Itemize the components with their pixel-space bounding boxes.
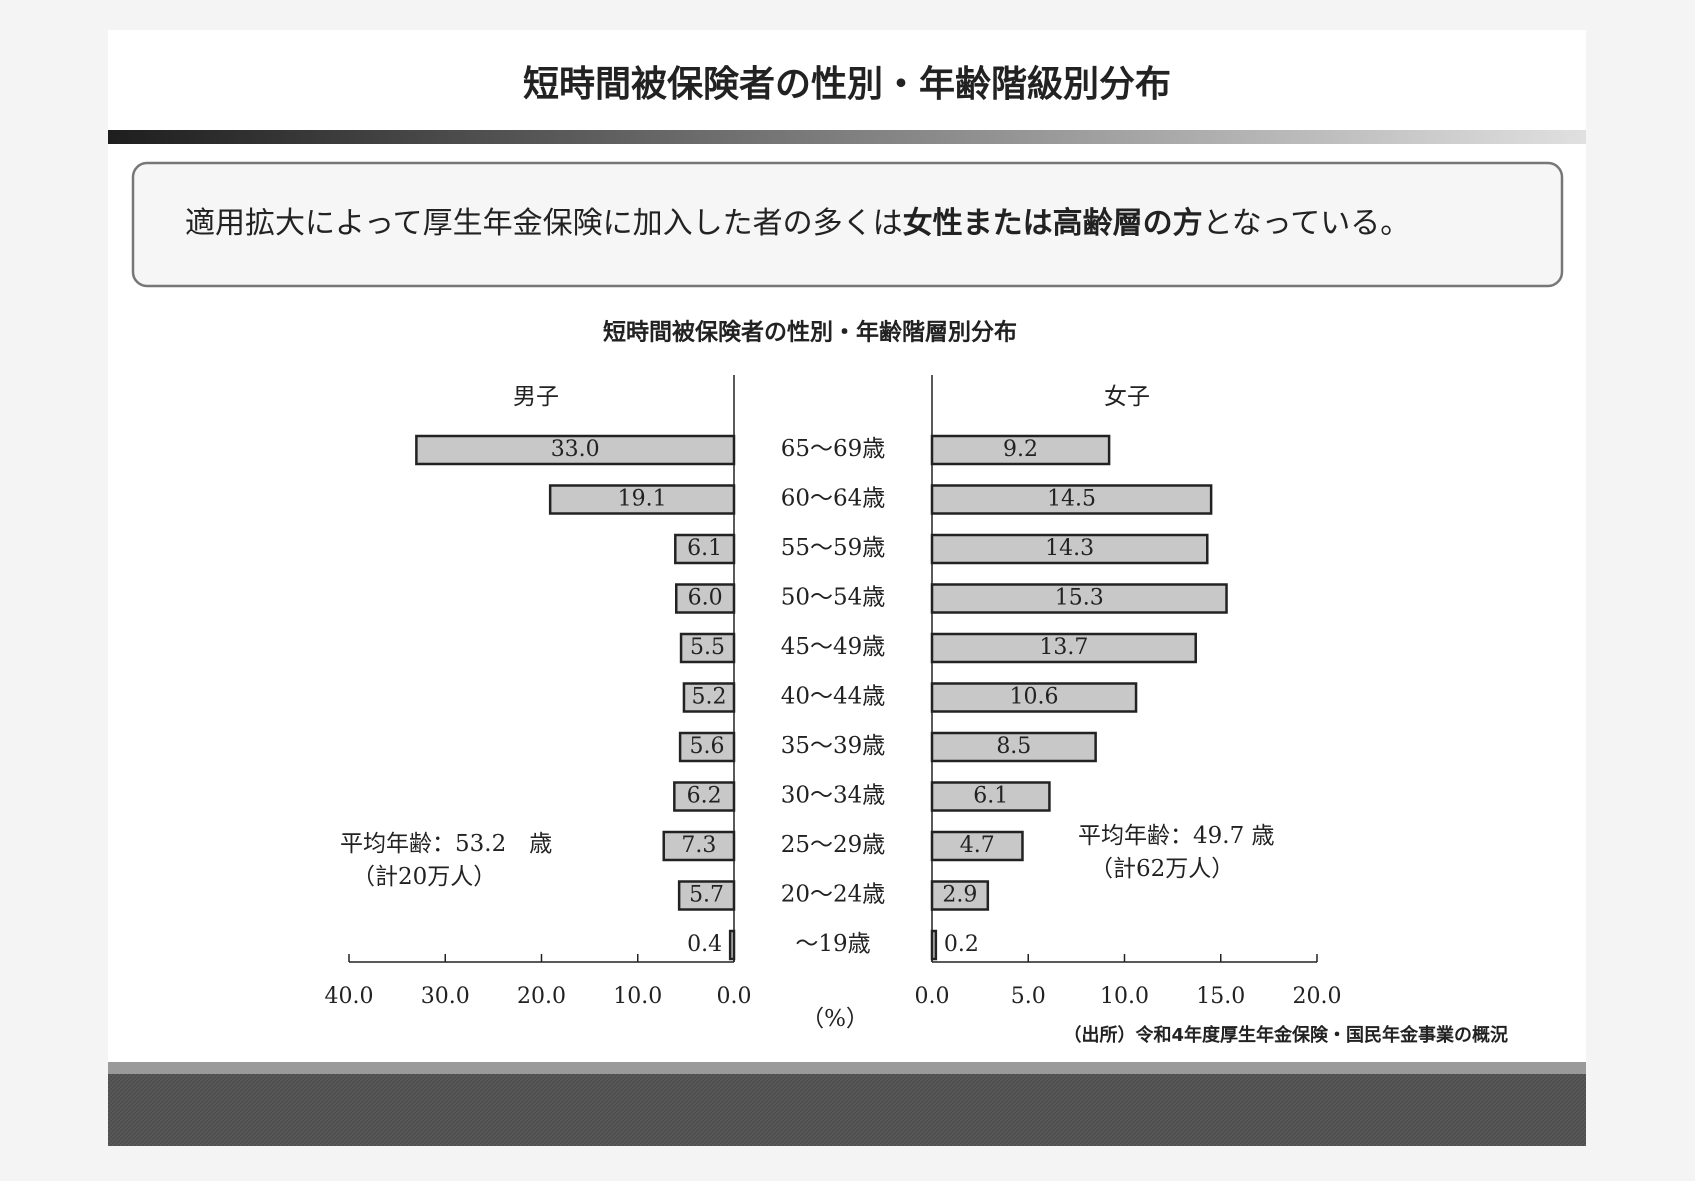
category-label: 35～39歳 [781,733,886,759]
bar [930,533,1209,565]
bar [930,583,1228,614]
bar [930,434,1111,466]
footer-band [108,1062,1586,1146]
data-label: 5.7 [689,883,724,908]
bar [415,434,736,466]
x-tick-label: 20.0 [517,984,566,1009]
category-label: 55～59歳 [781,535,886,561]
title-rule [108,130,1586,144]
bar [930,484,1213,515]
data-label: 0.4 [687,932,722,957]
data-label: 6.2 [687,784,722,809]
category-label: 45～49歳 [781,634,886,660]
source-note: （出所）令和4年度厚生年金保険・国民年金事業の概況 [1063,1024,1508,1046]
x-tick-label: 30.0 [421,984,470,1009]
slide-title: 短時間被保険者の性別・年齢階級別分布 [523,64,1171,105]
x-tick-label: 0.0 [915,984,950,1009]
chart-title: 短時間被保険者の性別・年齢階層別分布 [603,319,1017,346]
data-label: 8.5 [996,734,1031,759]
data-label: 7.3 [681,833,716,858]
x-tick-label: 10.0 [1100,984,1149,1009]
bar [930,632,1197,664]
category-label: 20～24歳 [781,882,886,908]
category-label: ～19歳 [795,931,870,957]
bar [678,731,736,763]
x-tick-label: 15.0 [1196,984,1245,1009]
annotation: 平均年齢：53.2 歳 [340,831,552,857]
data-label: 5.2 [691,685,726,710]
data-label: 4.7 [960,833,995,858]
data-label: 2.9 [942,883,977,908]
legend-label: 男子 [513,384,559,410]
category-label: 25～29歳 [781,832,886,858]
x-tick-label: 0.0 [717,984,752,1009]
category-label: 40～44歳 [781,684,886,710]
bar [728,929,736,961]
bar [677,880,736,911]
x-tick-label: 20.0 [1293,984,1342,1009]
annotation: （計62万人） [1090,856,1234,882]
footer-stripe [108,1062,1586,1074]
x-tick-label: 5.0 [1011,984,1046,1009]
category-label: 65～69歳 [781,436,886,462]
bar [682,682,736,713]
callout-part: 適用拡大によって厚生年金保険に加入した者の多くは [185,206,903,241]
data-label: 6.0 [688,586,723,611]
bar [930,781,1051,812]
unit-label: （%） [801,1006,869,1032]
data-label: 10.6 [1010,685,1059,710]
callout-emphasis: 女性または高齢層の方 [903,206,1203,241]
data-label: 6.1 [687,536,722,561]
data-label: 9.2 [1003,437,1038,462]
data-label: 19.1 [618,487,667,512]
pyramid-chart: 65～69歳 60～64歳 55～59歳 50～54歳 45～49歳 40～44歳 35～3… [325,375,1342,1009]
bar [662,830,736,862]
category-label: 30～34歳 [781,783,886,809]
bar [930,830,1024,862]
category-label: 60～64歳 [781,486,886,512]
bar [548,484,736,515]
data-label: 6.1 [973,784,1008,809]
legend-label: 女子 [1104,384,1150,410]
data-label: 33.0 [551,437,600,462]
data-label: 14.3 [1045,536,1094,561]
data-label: 13.7 [1039,635,1088,660]
x-tick-label: 10.0 [613,984,662,1009]
callout-box [131,161,1564,288]
data-label: 5.5 [690,635,725,660]
callout-text: 適用拡大によって厚生年金保険に加入した者の多くは女性または高齢層の方となっている… [185,206,1410,241]
x-tick-label: 40.0 [325,984,374,1009]
bar [930,929,938,961]
bar [930,731,1097,763]
bar [674,533,736,565]
category-label: 50～54歳 [781,585,886,611]
bar [930,682,1138,713]
data-label: 0.2 [944,932,979,957]
annotation: 平均年齢：49.7 歳 [1078,823,1275,849]
annotation: （計20万人） [352,864,496,890]
bar [930,880,990,911]
data-label: 15.3 [1055,586,1104,611]
data-label: 14.5 [1047,487,1096,512]
bar [679,632,736,664]
bar [673,781,736,812]
callout-part: となっている。 [1203,206,1411,241]
bar [675,583,736,614]
data-label: 5.6 [690,734,725,759]
